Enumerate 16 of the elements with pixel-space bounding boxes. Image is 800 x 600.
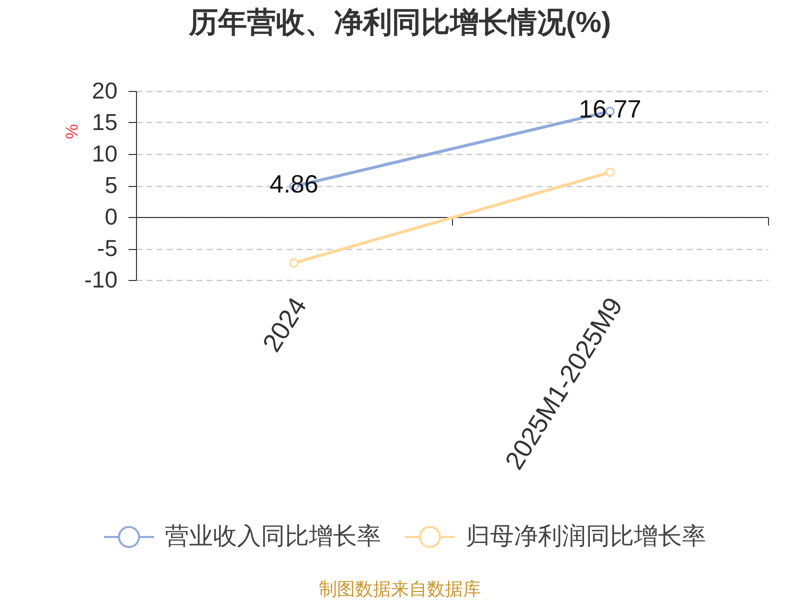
y-tick-label: -5 (97, 235, 118, 261)
legend-label: 营业收入同比增长率 (165, 523, 381, 550)
y-tick-label: -10 (84, 266, 118, 292)
y-tick-label: 0 (104, 204, 118, 230)
y-tick-label: 15 (92, 109, 118, 135)
text: 制图数据来自数据库 (319, 579, 481, 599)
y-axis-title: % (62, 124, 82, 140)
data-label: 4.86 (270, 170, 318, 198)
data-label: 16.77 (578, 95, 642, 124)
y-tick-label: 20 (92, 78, 118, 104)
y-tick-label: 10 (92, 140, 118, 166)
y-tick-label: 5 (104, 172, 118, 198)
legend-label: 归母净利润同比增长率 (466, 523, 706, 550)
point (605, 168, 615, 177)
point (289, 258, 299, 268)
chart-title: 历年营收、净利同比增长情况(%) (188, 7, 612, 39)
